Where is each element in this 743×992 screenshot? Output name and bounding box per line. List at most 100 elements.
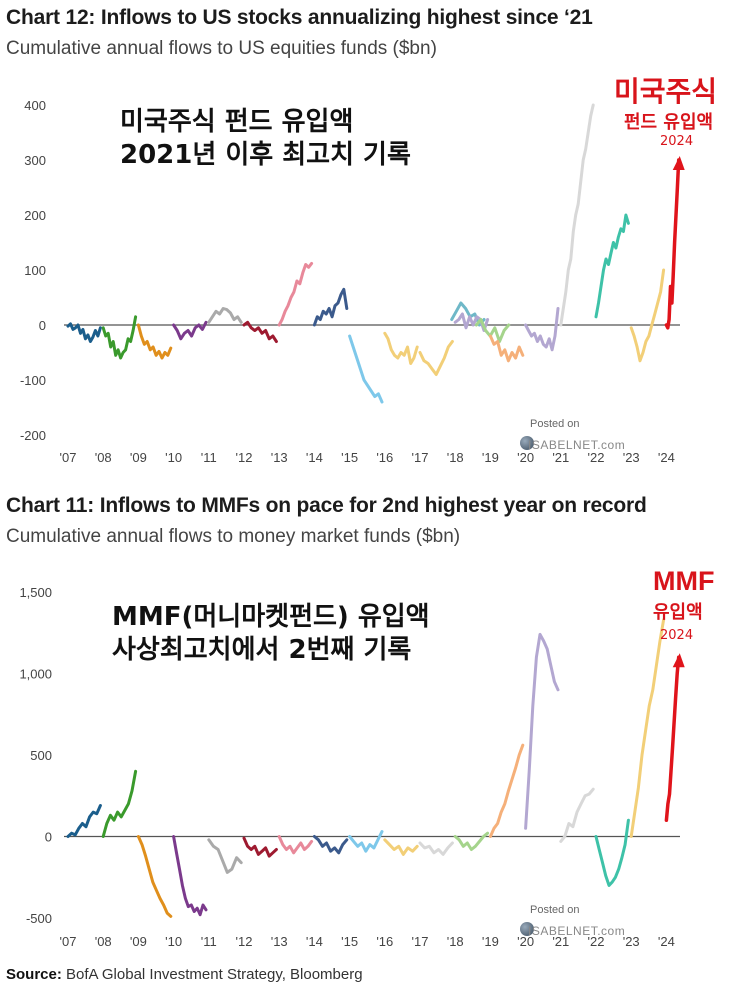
- chart11-x-tick-label: '23: [623, 934, 640, 949]
- chart12-arrowhead-icon: [672, 156, 685, 170]
- chart12-annotation: 미국주식 펀드 유입액 2021년 이후 최고치 기록: [120, 106, 411, 172]
- chart11-series-line: [383, 838, 419, 856]
- chart11-y-tick-label: -500: [26, 911, 52, 926]
- chart12-annotation-line1: 미국주식 펀드 유입액: [120, 107, 354, 137]
- chart11-series-line: [101, 769, 138, 838]
- chart11-x-tick-label: '20: [517, 934, 534, 949]
- chart11-y-tick-label: 500: [30, 748, 52, 763]
- chart12-x-tick-label: '20: [517, 450, 534, 465]
- chart11-series-line: [418, 841, 454, 856]
- chart12-corner-sublabel: 펀드 유입액: [624, 112, 714, 133]
- chart12-series-line: [418, 340, 454, 376]
- chart11-x-tick-label: '22: [588, 934, 605, 949]
- chart12-corner-year: 2024: [660, 134, 694, 149]
- chart12-y-tick-label: -200: [20, 428, 46, 443]
- chart12-y-tick-label: -100: [20, 373, 46, 388]
- chart12-series-line: [474, 318, 511, 343]
- chart11-x-tick-label: '12: [236, 934, 253, 949]
- chart12-x-tick-label: '21: [552, 450, 569, 465]
- chart11-series-line: [348, 830, 384, 853]
- chart12-x-tick-label: '14: [306, 450, 323, 465]
- source-text: BofA Global Investment Strategy, Bloombe…: [66, 966, 363, 983]
- chart11-series-line: [207, 838, 243, 874]
- chart11-x-tick-label: '17: [412, 934, 429, 949]
- chart11-x-tick-label: '10: [165, 934, 182, 949]
- chart11-series-line: [594, 818, 630, 887]
- chart11-series-line: [524, 632, 560, 830]
- watermark-site: ISABELNET.com: [528, 438, 626, 452]
- chart12-series-line: [664, 158, 681, 330]
- chart12-x-tick-label: '07: [60, 450, 77, 465]
- chart11-x-tick-label: '15: [341, 934, 358, 949]
- chart12-x-tick-label: '24: [658, 450, 675, 465]
- chart11-arrowhead-icon: [672, 653, 685, 668]
- chart12-x-tick-label: '16: [376, 450, 393, 465]
- chart11-series-line: [172, 835, 208, 917]
- chart11-series-line: [136, 835, 173, 918]
- chart12-y-tick-label: 0: [39, 318, 46, 333]
- chart11-corner-label: MMF: [653, 566, 715, 596]
- chart11-x-tick-label: '16: [376, 934, 393, 949]
- chart12-series-line: [524, 307, 560, 352]
- chart11-x-tick-label: '11: [201, 934, 217, 949]
- chart11-series-line: [277, 835, 314, 855]
- chart12-y-tick-label: 400: [24, 98, 46, 113]
- chart12-series-line: [383, 331, 419, 365]
- chart12-series-line: [136, 323, 173, 360]
- chart12-series-line: [312, 287, 349, 327]
- chart11-annotation-line2: 사상최고치에서 2번째 기록: [112, 635, 412, 665]
- chart12-x-tick-label: '09: [130, 450, 147, 465]
- chart11-series-line: [242, 836, 278, 858]
- chart12-x-tick-label: '13: [271, 450, 288, 465]
- chart12-series-line: [277, 261, 314, 327]
- chart11-x-tick-label: '14: [306, 934, 323, 949]
- source-note: Source: BofA Global Investment Strategy,…: [6, 966, 363, 983]
- chart11-x-tick-label: '21: [552, 934, 569, 949]
- chart11-corner-sublabel: 유입액: [653, 602, 703, 623]
- chart12-x-tick-label: '18: [447, 450, 464, 465]
- watermark-posted: Posted on: [530, 418, 580, 430]
- chart12-y-tick-label: 100: [24, 263, 46, 278]
- chart12-series-line: [559, 103, 595, 327]
- chart11-x-tick-label: '07: [60, 934, 77, 949]
- chart11-series-line: [66, 804, 102, 838]
- chart12-x-tick-label: '10: [165, 450, 182, 465]
- chart12-x-tick-label: '17: [412, 450, 429, 465]
- chart11-y-tick-label: 1,000: [19, 667, 52, 682]
- chart11-series-line: [559, 787, 595, 843]
- chart12-series-line: [488, 334, 525, 363]
- chart11-y-tick-label: 1,500: [19, 585, 52, 600]
- chart12-x-tick-label: '11: [201, 450, 217, 465]
- source-label: Source:: [6, 966, 62, 983]
- chart11-series-line: [312, 835, 349, 855]
- chart12-series-line: [66, 322, 102, 343]
- chart11-x-tick-label: '19: [482, 934, 499, 949]
- chart11-series-line: [488, 743, 525, 838]
- chart12-title: Chart 12: Inflows to US stocks annualizi…: [6, 6, 593, 29]
- chart11-annotation: MMF(머니마켓펀드) 유입액 사상최고치에서 2번째 기록: [112, 601, 430, 667]
- chart12-series-line: [594, 213, 630, 319]
- chart12-series-line: [101, 315, 138, 360]
- chart12-x-tick-label: '15: [341, 450, 358, 465]
- chart11-plot: 1,500 1,000 500 0 -500 '07 '08 '09 '10 '11 '12 '13 '…: [19, 585, 685, 949]
- chart12-subtitle: Cumulative annual flows to US equities f…: [6, 38, 437, 59]
- chart12-series-line: [172, 320, 208, 341]
- watermark-site: ISABELNET.com: [528, 924, 626, 938]
- chart11-x-tick-label: '18: [447, 934, 464, 949]
- chart12-series-line: [207, 307, 243, 324]
- chart12-series-line: [629, 268, 666, 363]
- chart12-y-tick-label: 300: [24, 153, 46, 168]
- chart11-x-tick-label: '08: [95, 934, 112, 949]
- chart12-x-tick-label: '19: [482, 450, 499, 465]
- watermark-posted: Posted on: [530, 904, 580, 916]
- chart12-plot: 400 300 200 100 0 -100 -200 '07 '08 '09 '10 '11 '12 '…: [20, 98, 685, 465]
- globe-icon: [520, 436, 534, 450]
- chart11-corner-year: 2024: [660, 628, 694, 643]
- chart12-x-tick-label: '23: [623, 450, 640, 465]
- chart11-series-line: [629, 618, 666, 838]
- chart11-x-tick-label: '24: [658, 934, 675, 949]
- chart12-corner-label: 미국주식: [614, 75, 718, 108]
- chart11-series-line: [664, 655, 681, 822]
- chart12-x-tick-label: '12: [236, 450, 253, 465]
- chart11-subtitle: Cumulative annual flows to money market …: [6, 526, 461, 547]
